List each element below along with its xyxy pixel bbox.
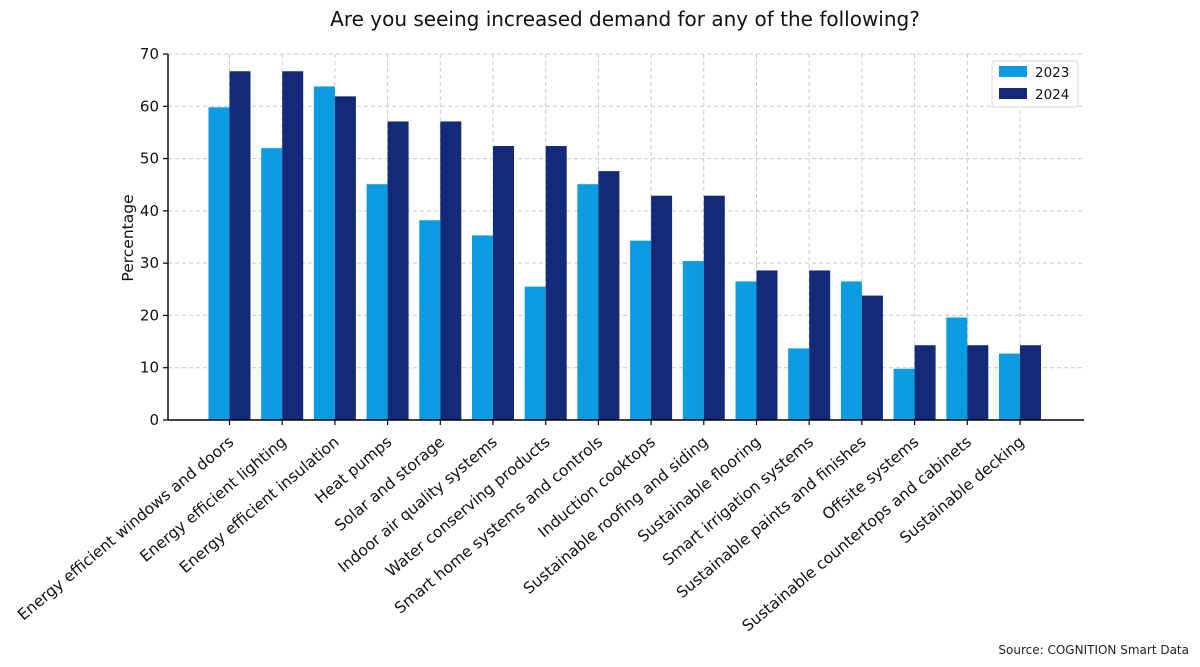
bar-2024-14	[967, 345, 989, 420]
bar-2023-1	[261, 148, 283, 420]
y-tick-label-50: 50	[140, 150, 159, 168]
bar-2024-12	[861, 295, 883, 420]
y-tick-label-20: 20	[140, 306, 159, 324]
bar-2024-1	[282, 71, 304, 421]
chart-title: Are you seeing increased demand for any …	[330, 7, 920, 31]
axes	[167, 54, 1084, 421]
legend-label-2023: 2023	[1035, 65, 1069, 81]
bar-2024-0	[229, 71, 251, 421]
bar-2024-4	[440, 121, 462, 420]
y-tick-label-70: 70	[140, 45, 159, 63]
y-axis-label: Percentage	[119, 194, 137, 281]
y-tick-label-10: 10	[140, 359, 159, 377]
bar-2023-3	[366, 184, 388, 420]
bar-2024-11	[809, 270, 831, 420]
bar-2023-15	[999, 353, 1020, 420]
y-tick-label-40: 40	[140, 202, 159, 220]
bar-2023-13	[893, 368, 915, 420]
x-tick-label-12: Sustainable paints and finishes	[673, 433, 870, 602]
bar-2024-5	[493, 146, 514, 420]
bar-2024-8	[651, 195, 673, 420]
legend-swatch-2024	[999, 88, 1027, 99]
bar-2023-11	[788, 348, 810, 420]
bar-2023-14	[946, 317, 968, 420]
bar-2024-15	[1020, 345, 1041, 420]
bar-2023-9	[682, 261, 704, 420]
bar-2023-4	[419, 220, 441, 420]
bar-2024-7	[598, 171, 620, 420]
y-tick-label-30: 30	[140, 254, 159, 272]
x-tick-label-0: Energy efficient windows and doors	[14, 433, 237, 624]
bar-2023-6	[524, 286, 546, 420]
bar-2024-9	[703, 195, 725, 420]
y-tick-label-60: 60	[140, 97, 159, 115]
bar-2024-10	[756, 270, 778, 420]
bar-2023-10	[735, 281, 757, 420]
bar-2023-12	[840, 281, 862, 420]
y-axis-ticks: 0 10 20 30 40 50 60 70	[140, 45, 168, 429]
legend: 2023 2024	[991, 60, 1079, 108]
bar-2024-13	[914, 345, 936, 420]
bar-2023-0	[208, 107, 230, 421]
y-tick-label-0: 0	[149, 411, 159, 429]
bar-2023-2	[313, 86, 335, 420]
bar-2023-7	[577, 184, 599, 420]
bar-2023-8	[630, 240, 652, 420]
bar-2024-2	[334, 96, 356, 420]
bar-2024-6	[545, 146, 567, 420]
legend-swatch-2023	[999, 66, 1027, 77]
bar-2023-5	[472, 235, 493, 420]
x-axis-labels: Energy efficient windows and doorsEnergy…	[14, 420, 1028, 635]
legend-label-2024: 2024	[1035, 87, 1069, 103]
bar-2024-3	[387, 121, 409, 420]
bars	[208, 71, 1041, 421]
source-note: Source: COGNITION Smart Data	[998, 643, 1189, 657]
